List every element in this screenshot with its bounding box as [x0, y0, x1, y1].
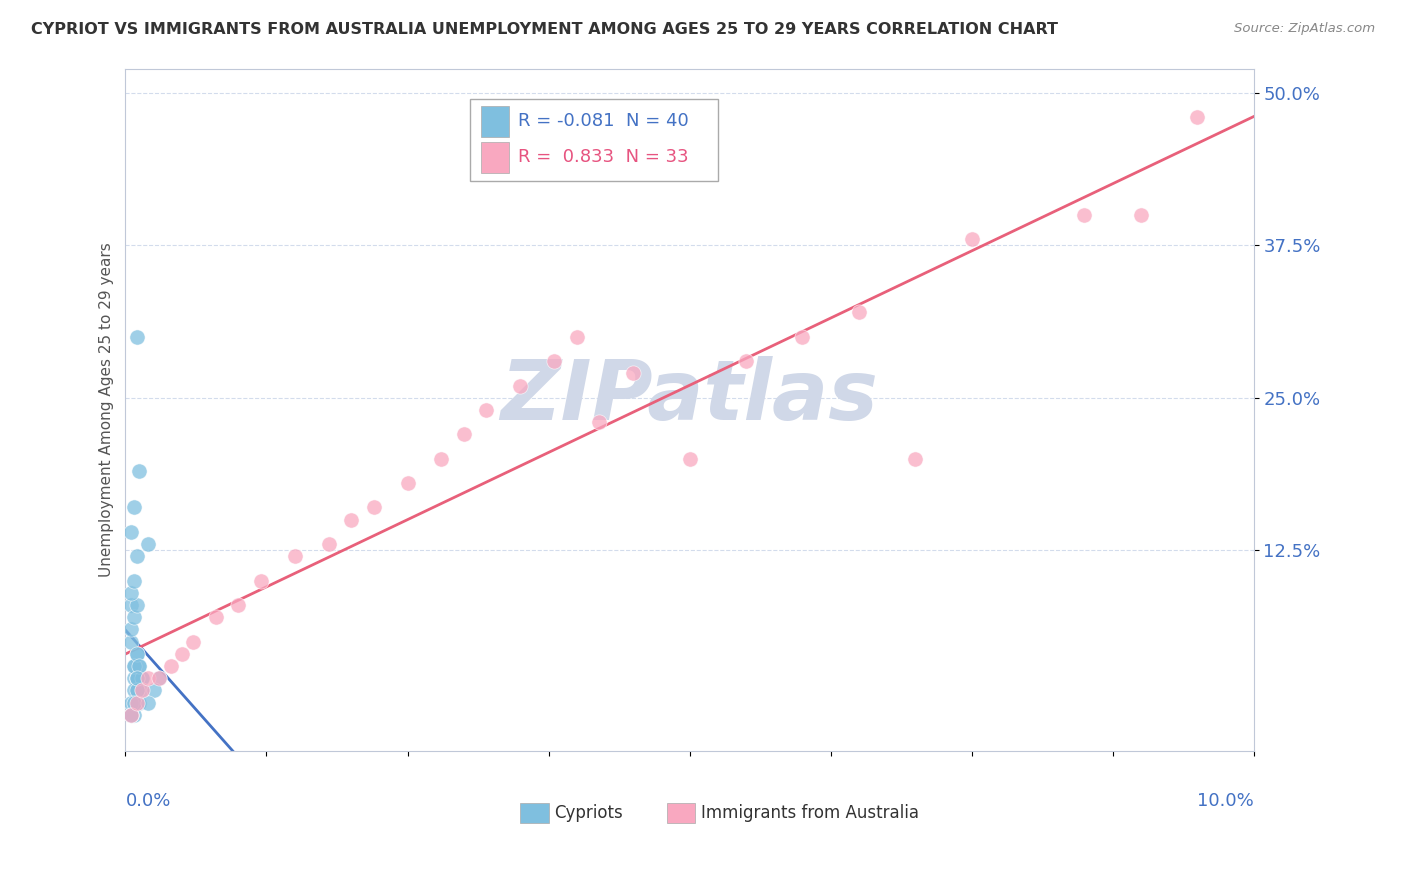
- Point: [120, 524, 142, 539]
- Point: [159, 659, 181, 673]
- Text: ZIPatlas: ZIPatlas: [501, 356, 879, 437]
- Point: [430, 451, 453, 466]
- Text: Source: ZipAtlas.com: Source: ZipAtlas.com: [1234, 22, 1375, 36]
- Point: [735, 354, 758, 368]
- Text: R = -0.081  N = 40: R = -0.081 N = 40: [517, 112, 689, 130]
- Point: [792, 330, 814, 344]
- Point: [124, 574, 146, 588]
- Point: [148, 671, 170, 685]
- Point: [124, 659, 146, 673]
- Point: [136, 671, 159, 685]
- Point: [509, 378, 531, 392]
- Text: Cypriots: Cypriots: [554, 804, 623, 822]
- Point: [318, 537, 340, 551]
- Point: [621, 367, 644, 381]
- Y-axis label: Unemployment Among Ages 25 to 29 years: Unemployment Among Ages 25 to 29 years: [100, 243, 114, 577]
- Point: [128, 659, 150, 673]
- Point: [128, 659, 150, 673]
- Text: 0.0%: 0.0%: [125, 792, 172, 810]
- Point: [142, 683, 165, 698]
- Text: CYPRIOT VS IMMIGRANTS FROM AUSTRALIA UNEMPLOYMENT AMONG AGES 25 TO 29 YEARS CORR: CYPRIOT VS IMMIGRANTS FROM AUSTRALIA UNE…: [31, 22, 1057, 37]
- Bar: [520, 803, 548, 823]
- Text: Immigrants from Australia: Immigrants from Australia: [700, 804, 918, 822]
- Point: [136, 696, 159, 710]
- Point: [124, 683, 146, 698]
- Point: [120, 623, 142, 637]
- Point: [120, 707, 142, 722]
- Point: [565, 330, 588, 344]
- Point: [124, 500, 146, 515]
- Point: [124, 610, 146, 624]
- Point: [204, 610, 226, 624]
- Point: [124, 707, 146, 722]
- Point: [120, 634, 142, 648]
- Point: [125, 671, 148, 685]
- Point: [125, 549, 148, 564]
- Point: [120, 707, 142, 722]
- Point: [125, 683, 148, 698]
- Point: [131, 683, 153, 698]
- FancyBboxPatch shape: [470, 99, 717, 181]
- Point: [960, 232, 983, 246]
- Point: [284, 549, 307, 564]
- Point: [131, 671, 153, 685]
- Bar: [481, 142, 509, 173]
- Point: [678, 451, 700, 466]
- Point: [125, 598, 148, 612]
- Point: [124, 659, 146, 673]
- Text: R =  0.833  N = 33: R = 0.833 N = 33: [517, 148, 689, 166]
- Point: [125, 671, 148, 685]
- Point: [125, 330, 148, 344]
- Point: [453, 427, 475, 442]
- Point: [396, 476, 419, 491]
- Point: [124, 696, 146, 710]
- Point: [120, 707, 142, 722]
- Point: [1185, 110, 1208, 124]
- Point: [250, 574, 273, 588]
- Point: [120, 586, 142, 600]
- Point: [125, 696, 148, 710]
- Point: [128, 464, 150, 478]
- Point: [120, 598, 142, 612]
- Bar: [666, 803, 695, 823]
- Point: [904, 451, 927, 466]
- Point: [475, 403, 498, 417]
- Point: [124, 671, 146, 685]
- Point: [131, 683, 153, 698]
- Point: [848, 305, 870, 319]
- Point: [170, 647, 193, 661]
- Point: [340, 513, 363, 527]
- Point: [148, 671, 170, 685]
- Point: [1129, 208, 1152, 222]
- Point: [120, 696, 142, 710]
- Point: [226, 598, 249, 612]
- Point: [128, 696, 150, 710]
- Bar: [481, 106, 509, 136]
- Point: [125, 683, 148, 698]
- Point: [136, 537, 159, 551]
- Point: [125, 671, 148, 685]
- Point: [588, 415, 610, 429]
- Point: [1073, 208, 1095, 222]
- Point: [125, 683, 148, 698]
- Point: [363, 500, 385, 515]
- Point: [125, 647, 148, 661]
- Point: [543, 354, 565, 368]
- Text: 10.0%: 10.0%: [1197, 792, 1254, 810]
- Point: [125, 647, 148, 661]
- Point: [181, 634, 204, 648]
- Point: [125, 696, 148, 710]
- Point: [131, 671, 153, 685]
